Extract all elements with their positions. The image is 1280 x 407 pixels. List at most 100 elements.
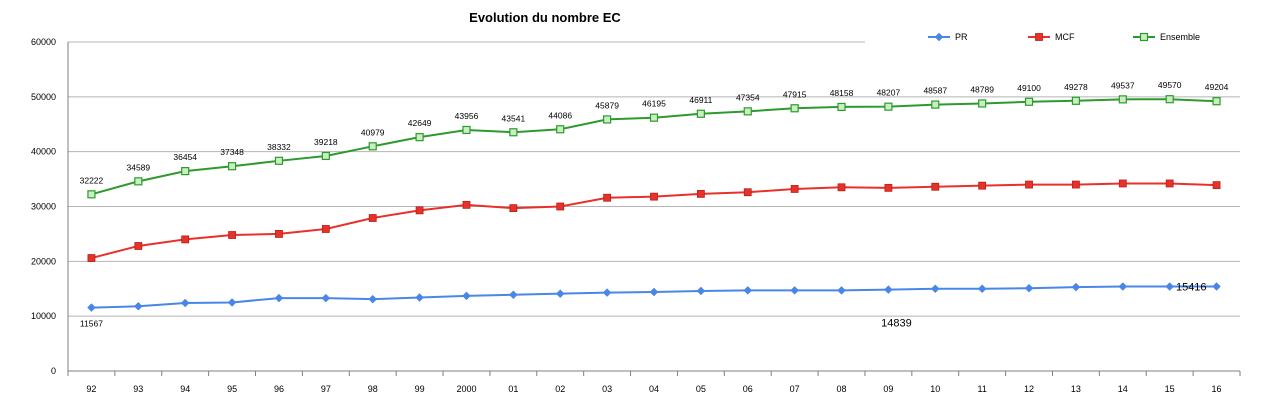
series-group bbox=[87, 95, 1221, 312]
point-ensemble-03 bbox=[603, 115, 612, 124]
x-tick-label-99: 99 bbox=[415, 384, 425, 394]
y-tick-label-20000: 20000 bbox=[31, 256, 56, 266]
point-pr-10 bbox=[930, 284, 940, 294]
x-tick-label-01: 01 bbox=[508, 384, 518, 394]
point-mcf-13 bbox=[1072, 180, 1080, 189]
x-tick-label-06: 06 bbox=[743, 384, 753, 394]
point-pr-03 bbox=[602, 288, 612, 297]
data-label-ensemble-05: 46911 bbox=[689, 95, 712, 105]
point-ensemble-98 bbox=[368, 142, 377, 151]
point-ensemble-11 bbox=[978, 99, 987, 108]
data-label-ensemble-02: 44086 bbox=[548, 110, 572, 120]
y-tick-label-50000: 50000 bbox=[31, 92, 56, 102]
x-tick-label-11: 11 bbox=[977, 384, 986, 394]
data-label-ensemble-03: 45879 bbox=[595, 100, 619, 110]
point-ensemble-07 bbox=[790, 104, 799, 113]
point-ensemble-92 bbox=[87, 190, 96, 199]
data-label-ensemble-07: 47915 bbox=[783, 89, 807, 99]
point-mcf-14 bbox=[1118, 179, 1127, 188]
point-pr-96 bbox=[274, 293, 284, 303]
x-tick-label-10: 10 bbox=[930, 384, 940, 394]
legend: PR MCF Ensemble bbox=[928, 32, 1200, 42]
point-mcf-05 bbox=[696, 189, 705, 198]
data-label-ensemble-09: 48207 bbox=[877, 88, 901, 98]
data-labels: 32222 34589 36454 37348 38332 39218 40979 42649… bbox=[80, 80, 1229, 329]
data-label-ensemble-01: 43541 bbox=[502, 113, 526, 123]
point-ensemble-97 bbox=[321, 151, 330, 161]
x-tick-label-12: 12 bbox=[1024, 384, 1034, 394]
series-line-ensemble bbox=[91, 98, 1217, 196]
point-pr-07 bbox=[790, 286, 799, 295]
x-tick-label-08: 08 bbox=[837, 384, 847, 394]
point-mcf-02 bbox=[556, 202, 565, 211]
point-mcf-96 bbox=[275, 230, 283, 238]
x-tick-label-04: 04 bbox=[649, 384, 659, 394]
y-tick-label-30000: 30000 bbox=[31, 202, 56, 212]
y-axis: 0 10000 20000 30000 40000 50000 60000 bbox=[31, 37, 69, 376]
point-pr-94 bbox=[180, 298, 190, 308]
data-label-pr-16: 15416 bbox=[1176, 281, 1207, 293]
point-ensemble-02 bbox=[556, 125, 565, 134]
point-mcf-11 bbox=[978, 181, 987, 190]
data-label-ensemble-97: 39218 bbox=[314, 137, 338, 147]
x-tick-label-2000: 2000 bbox=[456, 384, 476, 394]
point-ensemble-01 bbox=[509, 128, 518, 137]
y-tick-label-60000: 60000 bbox=[31, 37, 56, 47]
data-label-ensemble-12: 49100 bbox=[1017, 83, 1041, 93]
point-pr-99 bbox=[415, 293, 424, 302]
point-pr-2000 bbox=[462, 291, 471, 301]
x-tick-label-92: 92 bbox=[86, 384, 96, 394]
x-tick-label-05: 05 bbox=[696, 384, 706, 394]
point-mcf-95 bbox=[228, 231, 236, 239]
point-ensemble-09 bbox=[884, 102, 893, 111]
point-mcf-08 bbox=[837, 183, 846, 192]
point-ensemble-14 bbox=[1118, 95, 1127, 104]
point-ensemble-96 bbox=[274, 156, 284, 165]
data-label-ensemble-93: 34589 bbox=[126, 162, 150, 172]
point-mcf-12 bbox=[1025, 180, 1033, 189]
legend-item-pr: PR bbox=[928, 32, 968, 42]
point-ensemble-16 bbox=[1212, 97, 1221, 106]
data-label-ensemble-15: 49570 bbox=[1158, 80, 1182, 90]
point-ensemble-06 bbox=[743, 107, 752, 116]
point-mcf-07 bbox=[790, 185, 799, 193]
y-tick-label-40000: 40000 bbox=[31, 147, 56, 157]
data-label-ensemble-14: 49537 bbox=[1111, 80, 1135, 90]
point-mcf-06 bbox=[743, 188, 752, 197]
point-ensemble-12 bbox=[1024, 97, 1034, 106]
chart-title: Evolution du nombre EC bbox=[469, 10, 621, 25]
point-pr-14 bbox=[1118, 282, 1128, 291]
point-ensemble-2000 bbox=[462, 125, 471, 135]
data-label-pr-92: 11567 bbox=[80, 319, 103, 329]
point-mcf-2000 bbox=[462, 200, 471, 209]
data-label-ensemble-95: 37348 bbox=[220, 147, 244, 157]
point-mcf-94 bbox=[181, 235, 190, 244]
data-label-ensemble-11: 48789 bbox=[970, 84, 994, 94]
x-tick-label-98: 98 bbox=[368, 384, 378, 394]
data-label-ensemble-13: 49278 bbox=[1064, 82, 1088, 92]
x-tick-label-93: 93 bbox=[133, 384, 143, 394]
legend-label-ensemble: Ensemble bbox=[1160, 32, 1200, 42]
point-ensemble-94 bbox=[181, 167, 190, 176]
x-tick-label-94: 94 bbox=[180, 384, 190, 394]
x-axis: 92 93 94 95 96 97 98 99 2000 01 02 03 04 05 06 07 08 09 10… bbox=[67, 370, 1241, 394]
data-label-ensemble-10: 48587 bbox=[923, 86, 947, 96]
data-label-ensemble-98: 40979 bbox=[361, 127, 385, 137]
x-tick-label-15: 15 bbox=[1165, 384, 1175, 394]
legend-label-mcf: MCF bbox=[1055, 32, 1075, 42]
series-ensemble bbox=[87, 95, 1221, 199]
data-label-ensemble-04: 46195 bbox=[642, 99, 666, 109]
data-label-ensemble-96: 38332 bbox=[267, 142, 291, 152]
x-tick-label-02: 02 bbox=[555, 384, 565, 394]
x-tick-label-97: 97 bbox=[321, 384, 331, 394]
y-tick-label-10000: 10000 bbox=[31, 311, 56, 321]
point-pr-16 bbox=[1212, 282, 1221, 291]
point-pr-04 bbox=[649, 287, 659, 297]
legend-item-mcf: MCF bbox=[1028, 32, 1075, 42]
point-pr-11 bbox=[977, 284, 987, 294]
point-ensemble-93 bbox=[134, 177, 143, 186]
point-pr-92 bbox=[87, 303, 96, 312]
data-label-ensemble-08: 48158 bbox=[830, 88, 854, 98]
legend-marker-mcf bbox=[1035, 33, 1043, 41]
